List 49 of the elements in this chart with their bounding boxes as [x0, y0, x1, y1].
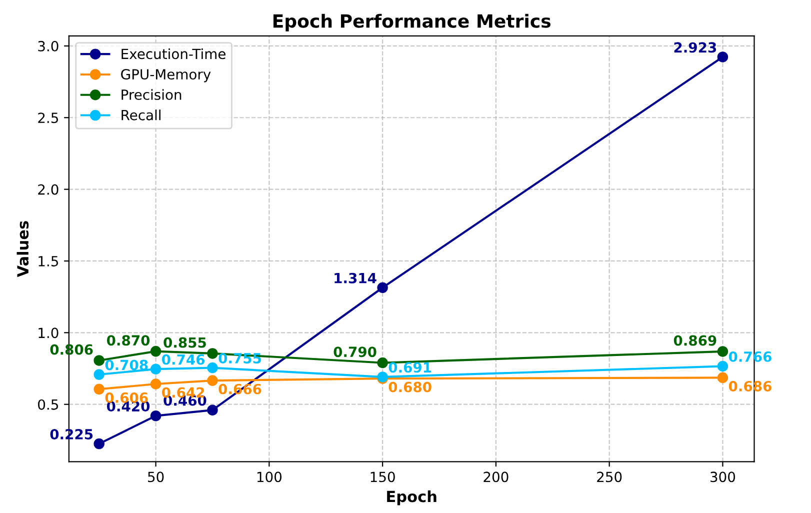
point	[150, 364, 162, 374]
point	[717, 346, 728, 357]
y-tick-label: 0.5	[38, 399, 58, 410]
legend-label: GPU-Memory	[121, 69, 211, 82]
data-label: 0.691	[388, 362, 432, 373]
data-label: 0.746	[162, 354, 205, 365]
point	[207, 404, 218, 416]
x-tick-label: 50	[148, 472, 164, 482]
point	[207, 362, 218, 374]
data-label: 0.680	[388, 382, 432, 392]
data-label: 0.755	[218, 352, 261, 364]
x-axis-title: Epoch	[387, 490, 436, 506]
point	[377, 357, 388, 368]
y-tick-label: 2.0	[38, 184, 58, 195]
data-label: 0.870	[106, 335, 150, 346]
point	[377, 282, 388, 294]
point	[717, 52, 728, 62]
x-tick-label: 250	[597, 472, 622, 482]
point	[717, 360, 728, 372]
x-tick-label: 300	[710, 472, 736, 482]
point	[150, 378, 162, 390]
data-label: 2.923	[674, 42, 716, 53]
data-label: 0.855	[164, 337, 206, 348]
legend-label: Recall	[122, 110, 160, 120]
y-tick-label: 3.0	[38, 40, 58, 52]
x-tick-label: 200	[484, 472, 508, 482]
data-label: 0.869	[674, 335, 716, 346]
y-tick-label: 1.5	[38, 256, 58, 266]
point	[94, 369, 104, 380]
point	[150, 410, 162, 422]
data-label: 0.790	[334, 346, 376, 358]
point	[94, 355, 104, 366]
y-tick-label: 1.0	[38, 328, 58, 338]
y-tick-label: 2.5	[38, 112, 58, 124]
point	[717, 372, 728, 384]
point	[94, 438, 104, 450]
x-tick-label: 100	[257, 472, 282, 482]
y-axis-title: Values	[16, 221, 29, 278]
legend-label: Precision	[122, 89, 182, 100]
data-label: 0.606	[105, 392, 148, 403]
data-label: 1.314	[334, 272, 376, 284]
point	[94, 384, 104, 395]
legend-label: Execution-Time	[122, 48, 226, 60]
point	[207, 375, 218, 386]
point	[150, 346, 162, 357]
x-tick-label: 150	[370, 472, 395, 482]
point	[207, 348, 218, 359]
data-label: 0.708	[105, 360, 148, 370]
chart-title: Epoch Performance Metrics	[273, 14, 550, 32]
